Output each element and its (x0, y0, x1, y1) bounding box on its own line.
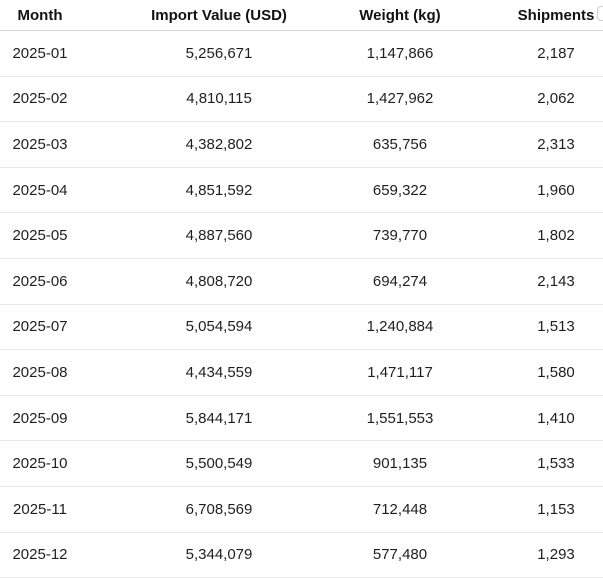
column-header-shipments[interactable]: Shipments (517, 6, 595, 24)
cell-month: 2025-04 (12, 181, 68, 199)
cell-import-value: 5,500,549 (185, 455, 253, 473)
cell-import-value: 5,344,079 (185, 546, 253, 564)
table-body: 2025-01 5,256,671 1,147,866 2,187 2025-0… (0, 31, 603, 578)
cell-weight: 635,756 (372, 135, 428, 153)
cell-import-value: 5,844,171 (185, 409, 253, 427)
cell-shipments: 1,293 (537, 546, 575, 564)
cell-shipments: 1,960 (537, 181, 575, 199)
table-header-row: Month Import Value (USD) Weight (kg) Shi… (0, 0, 603, 31)
column-header-weight[interactable]: Weight (kg) (359, 6, 441, 24)
cell-shipments: 1,802 (537, 227, 575, 245)
cell-month: 2025-10 (12, 455, 68, 473)
cell-import-value: 5,256,671 (185, 44, 253, 62)
table-row: 2025-01 5,256,671 1,147,866 2,187 (0, 31, 603, 77)
cell-month: 2025-06 (12, 272, 68, 290)
cell-weight: 1,427,962 (366, 90, 434, 108)
cell-import-value: 5,054,594 (185, 318, 253, 336)
cell-weight: 1,147,866 (366, 44, 434, 62)
cell-weight: 901,135 (372, 455, 428, 473)
cell-weight: 1,551,553 (366, 409, 434, 427)
cell-month: 2025-11 (13, 500, 67, 518)
cell-month: 2025-05 (12, 227, 68, 245)
cell-shipments: 1,153 (537, 500, 575, 518)
table-row: 2025-06 4,808,720 694,274 2,143 (0, 258, 603, 305)
cell-import-value: 6,708,569 (185, 500, 253, 518)
cell-weight: 694,274 (372, 272, 428, 290)
column-header-month[interactable]: Month (17, 6, 63, 24)
table-row: 2025-03 4,382,802 635,756 2,313 (0, 122, 603, 168)
cell-weight: 1,471,117 (367, 363, 433, 381)
cell-import-value: 4,851,592 (185, 181, 253, 199)
cell-shipments: 1,533 (537, 455, 575, 473)
cell-month: 2025-09 (12, 409, 68, 427)
table-row: 2025-10 5,500,549 901,135 1,533 (0, 441, 603, 487)
cell-import-value: 4,382,802 (185, 135, 253, 153)
table-row: 2025-11 6,708,569 712,448 1,153 (0, 486, 603, 533)
cell-month: 2025-07 (12, 318, 68, 336)
table-row: 2025-04 4,851,592 659,322 1,960 (0, 167, 603, 214)
cell-month: 2025-08 (12, 363, 68, 381)
cell-import-value: 4,810,115 (186, 90, 252, 108)
cell-month: 2025-12 (12, 546, 68, 564)
cell-weight: 712,448 (372, 500, 428, 518)
column-header-import-value[interactable]: Import Value (USD) (151, 6, 287, 24)
table-row: 2025-05 4,887,560 739,770 1,802 (0, 213, 603, 259)
cell-shipments: 2,313 (537, 135, 575, 153)
cell-month: 2025-02 (12, 90, 68, 108)
table-row: 2025-09 5,844,171 1,551,553 1,410 (0, 395, 603, 442)
cell-shipments: 1,410 (537, 409, 575, 427)
cell-month: 2025-01 (12, 44, 68, 62)
table-row: 2025-08 4,434,559 1,471,117 1,580 (0, 350, 603, 396)
cell-weight: 739,770 (372, 227, 428, 245)
table-row: 2025-07 5,054,594 1,240,884 1,513 (0, 304, 603, 351)
table-row: 2025-02 4,810,115 1,427,962 2,062 (0, 76, 603, 123)
cell-import-value: 4,808,720 (185, 272, 253, 290)
cell-weight: 1,240,884 (366, 318, 434, 336)
cell-import-value: 4,887,560 (185, 227, 253, 245)
cell-month: 2025-03 (12, 135, 68, 153)
cell-weight: 577,480 (372, 546, 428, 564)
table-row: 2025-12 5,344,079 577,480 1,293 (0, 532, 603, 578)
truncated-header-control[interactable] (597, 6, 603, 21)
cell-shipments: 2,062 (537, 90, 575, 108)
cell-weight: 659,322 (372, 181, 428, 199)
cell-shipments: 2,187 (537, 44, 575, 62)
page: { "table": { "columns": [ { "label": "Mo… (0, 6, 603, 578)
cell-shipments: 1,580 (537, 363, 575, 381)
cell-shipments: 2,143 (537, 272, 575, 290)
cell-import-value: 4,434,559 (185, 363, 253, 381)
cell-shipments: 1,513 (537, 318, 575, 336)
